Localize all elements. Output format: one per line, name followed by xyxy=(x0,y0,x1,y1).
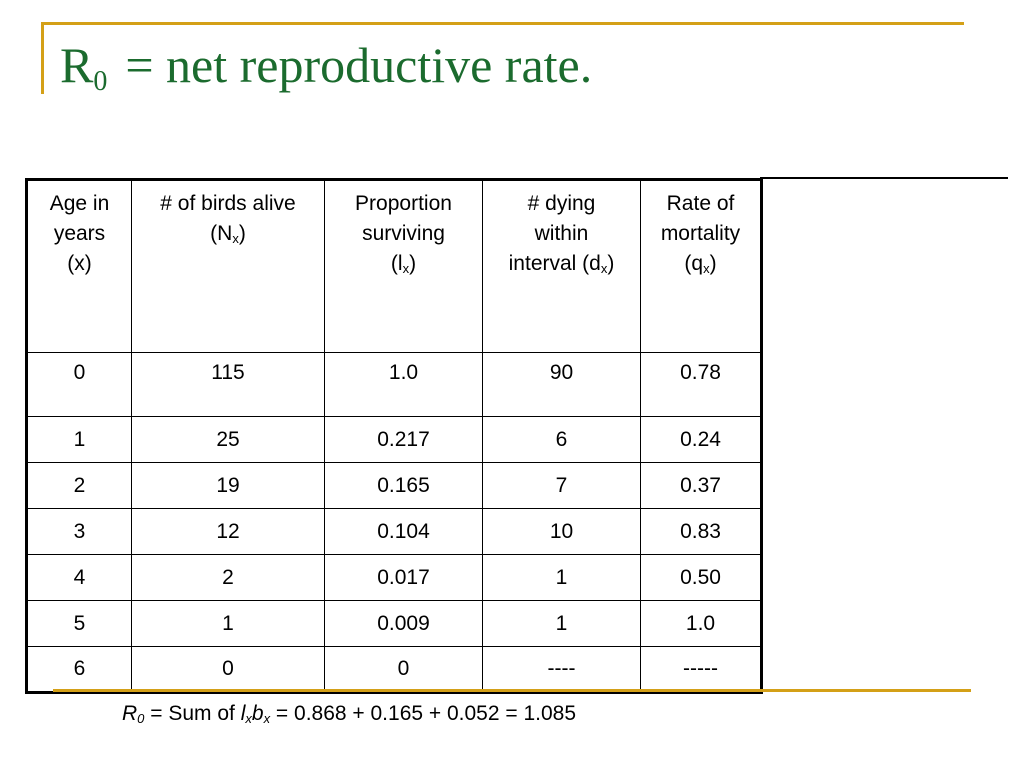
header-age-line1: Age in xyxy=(49,192,110,215)
cell-proportion: 1.0 xyxy=(324,352,483,417)
life-table: Age in years (x) # of birds alive (Nx) P… xyxy=(25,178,763,694)
cell-proportion: 0.009 xyxy=(324,600,483,647)
header-age-line2: years xyxy=(53,222,106,245)
title-symbol: R xyxy=(60,37,94,93)
title-subscript: 0 xyxy=(93,66,108,97)
cell-proportion: 0.165 xyxy=(324,462,483,509)
header-proportion-line3: (lx) xyxy=(390,252,417,276)
cell-mortality: 0.50 xyxy=(640,554,762,601)
cell-alive: 12 xyxy=(131,508,325,555)
cell-mortality: 0.24 xyxy=(640,416,762,463)
header-proportion: Proportion surviving (lx) xyxy=(324,179,483,353)
cell-mortality: 0.83 xyxy=(640,508,762,555)
r0-formula: R0 = Sum of lxbx = 0.868 + 0.165 + 0.052… xyxy=(122,702,576,726)
cell-proportion: 0.104 xyxy=(324,508,483,555)
header-birds-alive: # of birds alive (Nx) xyxy=(131,179,325,353)
cell-mortality: 0.37 xyxy=(640,462,762,509)
cell-alive: 1 xyxy=(131,600,325,647)
cell-age: 1 xyxy=(26,416,132,463)
table-row: 1 25 0.217 6 0.24 xyxy=(26,416,762,463)
table-row: 4 2 0.017 1 0.50 xyxy=(26,554,762,601)
cell-age: 0 xyxy=(26,352,132,417)
cell-alive: 2 xyxy=(131,554,325,601)
formula-b: b xyxy=(251,702,264,725)
cell-alive: 19 xyxy=(131,462,325,509)
slide-title: R0 = net reproductive rate. xyxy=(60,40,592,96)
title-text: = net reproductive rate. xyxy=(125,37,593,93)
table-row: 2 19 0.165 7 0.37 xyxy=(26,462,762,509)
table-row: 0 115 1.0 90 0.78 xyxy=(26,352,762,417)
cell-dying: 1 xyxy=(482,600,641,647)
header-mortality-line1: Rate of xyxy=(666,192,735,215)
cell-alive: 0 xyxy=(131,646,325,693)
header-mortality-line3: (qx) xyxy=(684,252,717,276)
formula-sum-text: Sum of xyxy=(168,702,241,725)
cell-proportion: 0 xyxy=(324,646,483,693)
cell-dying: 1 xyxy=(482,554,641,601)
cell-dying: ---- xyxy=(482,646,641,693)
cell-age: 5 xyxy=(26,600,132,647)
header-dying: # dying within interval (dx) xyxy=(482,179,641,353)
cell-alive: 25 xyxy=(131,416,325,463)
bottom-accent-line xyxy=(53,689,971,692)
header-proportion-line1: Proportion xyxy=(355,192,452,215)
formula-l: l xyxy=(240,702,246,725)
cell-dying: 6 xyxy=(482,416,641,463)
cell-mortality: 0.78 xyxy=(640,352,762,417)
formula-b-subscript: x xyxy=(263,711,271,726)
cell-mortality: ----- xyxy=(640,646,762,693)
header-dying-line1: # dying xyxy=(527,192,596,215)
formula-result: = 0.868 + 0.165 + 0.052 = 1.085 xyxy=(270,702,577,725)
table-row: 6 0 0 ---- ----- xyxy=(26,646,762,693)
cell-proportion: 0.017 xyxy=(324,554,483,601)
header-birds-line1: # of birds alive xyxy=(160,192,296,215)
header-age-line3: (x) xyxy=(67,252,92,275)
cell-dying: 10 xyxy=(482,508,641,555)
table-row: 3 12 0.104 10 0.83 xyxy=(26,508,762,555)
formula-r: R xyxy=(122,702,138,725)
formula-l-subscript: x xyxy=(245,711,252,726)
cell-age: 4 xyxy=(26,554,132,601)
cell-mortality: 1.0 xyxy=(640,600,762,647)
table-row: 5 1 0.009 1 1.0 xyxy=(26,600,762,647)
cell-age: 6 xyxy=(26,646,132,693)
cell-age: 3 xyxy=(26,508,132,555)
cell-proportion: 0.217 xyxy=(324,416,483,463)
header-mortality: Rate of mortality (qx) xyxy=(640,179,762,353)
table-extension-line xyxy=(760,177,1008,179)
cell-alive: 115 xyxy=(131,352,325,417)
top-accent-line xyxy=(41,22,964,25)
formula-r-subscript: 0 xyxy=(137,711,145,726)
left-accent-line xyxy=(41,22,44,94)
header-mortality-line2: mortality xyxy=(660,222,741,245)
header-dying-line3: interval (dx) xyxy=(508,252,615,276)
cell-dying: 90 xyxy=(482,352,641,417)
header-age: Age in years (x) xyxy=(26,179,132,353)
header-birds-line2: (Nx) xyxy=(210,222,246,246)
table-header-row: Age in years (x) # of birds alive (Nx) P… xyxy=(26,179,762,353)
cell-age: 2 xyxy=(26,462,132,509)
header-dying-line2: within xyxy=(534,222,589,245)
header-proportion-line2: surviving xyxy=(362,222,445,245)
cell-dying: 7 xyxy=(482,462,641,509)
formula-equals: = xyxy=(144,702,169,725)
